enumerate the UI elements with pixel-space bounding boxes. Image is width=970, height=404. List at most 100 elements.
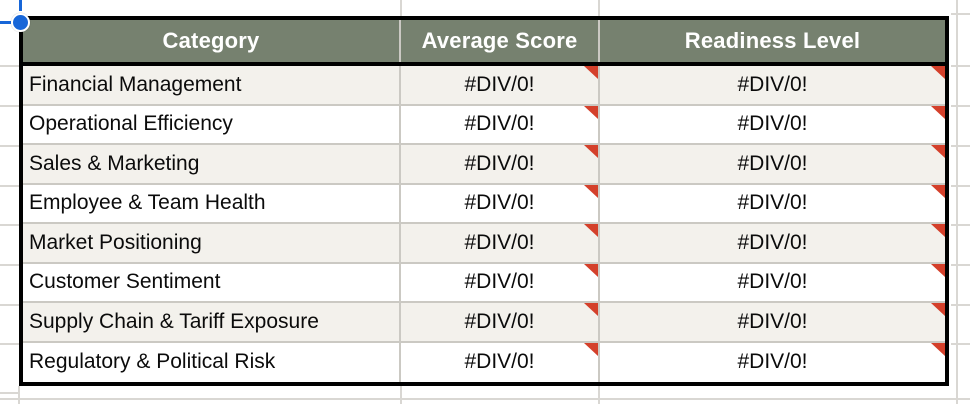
table-row: Market Positioning #DIV/0! #DIV/0! (23, 224, 945, 264)
gridline (0, 264, 19, 266)
average-score-cell[interactable]: #DIV/0! (401, 105, 600, 143)
table-row: Regulatory & Political Risk #DIV/0! #DIV… (23, 342, 945, 383)
readiness-level-value: #DIV/0! (737, 309, 808, 333)
readiness-level-cell[interactable]: #DIV/0! (600, 184, 945, 223)
gridline (951, 13, 970, 15)
category-label: Employee & Team Health (29, 191, 266, 215)
selection-anchor-line-vertical (19, 0, 22, 11)
gridline (400, 386, 402, 404)
error-corner-triangle-icon (584, 303, 598, 316)
average-score-value: #DIV/0! (464, 230, 535, 254)
category-label: Sales & Marketing (29, 151, 200, 175)
gridline (0, 398, 970, 400)
readiness-level-value: #DIV/0! (737, 72, 808, 96)
gridline (400, 0, 402, 16)
average-score-cell[interactable]: #DIV/0! (401, 342, 600, 382)
gridline (0, 392, 19, 394)
readiness-level-value: #DIV/0! (737, 191, 808, 215)
category-cell[interactable]: Regulatory & Political Risk (23, 342, 401, 382)
readiness-level-cell[interactable]: #DIV/0! (600, 303, 945, 341)
category-cell[interactable]: Supply Chain & Tariff Exposure (23, 303, 401, 341)
readiness-level-cell[interactable]: #DIV/0! (600, 145, 945, 183)
gridline (951, 304, 970, 306)
average-score-cell[interactable]: #DIV/0! (401, 263, 600, 301)
error-corner-triangle-icon (931, 145, 945, 158)
table-row: Operational Efficiency #DIV/0! #DIV/0! (23, 105, 945, 145)
average-score-value: #DIV/0! (464, 270, 535, 294)
category-label: Customer Sentiment (29, 270, 221, 294)
category-cell[interactable]: Sales & Marketing (23, 145, 401, 183)
average-score-cell[interactable]: #DIV/0! (401, 145, 600, 183)
error-corner-triangle-icon (931, 105, 945, 119)
error-corner-triangle-icon (584, 184, 598, 198)
readiness-level-value: #DIV/0! (737, 350, 808, 374)
gridline (951, 264, 970, 266)
selection-handle-dot[interactable] (11, 13, 30, 32)
error-corner-triangle-icon (584, 105, 598, 119)
table-header-row: Category Average Score Readiness Level (23, 20, 945, 66)
gridline (0, 145, 19, 147)
average-score-cell[interactable]: #DIV/0! (401, 224, 600, 262)
error-corner-triangle-icon (584, 145, 598, 158)
readiness-level-cell[interactable]: #DIV/0! (600, 224, 945, 262)
gridline (0, 343, 19, 345)
average-score-cell[interactable]: #DIV/0! (401, 66, 600, 104)
table-row: Employee & Team Health #DIV/0! #DIV/0! (23, 184, 945, 224)
readiness-level-value: #DIV/0! (737, 151, 808, 175)
error-corner-triangle-icon (584, 263, 598, 277)
gridline (951, 65, 970, 67)
gridline (0, 65, 19, 67)
gridline (956, 0, 958, 404)
category-cell[interactable]: Market Positioning (23, 224, 401, 262)
gridline (951, 185, 970, 187)
gridline (598, 0, 600, 16)
table-body: Financial Management #DIV/0! #DIV/0! Ope… (23, 66, 945, 382)
average-score-value: #DIV/0! (464, 309, 535, 333)
category-label: Regulatory & Political Risk (29, 350, 276, 374)
average-score-value: #DIV/0! (464, 112, 535, 136)
gridline (598, 386, 600, 404)
gridline (0, 224, 19, 226)
average-score-value: #DIV/0! (464, 191, 535, 215)
gridline (18, 386, 20, 404)
gridline (0, 304, 19, 306)
average-score-cell[interactable]: #DIV/0! (401, 303, 600, 341)
average-score-value: #DIV/0! (464, 350, 535, 374)
category-cell[interactable]: Financial Management (23, 66, 401, 104)
readiness-level-cell[interactable]: #DIV/0! (600, 105, 945, 144)
readiness-level-cell[interactable]: #DIV/0! (600, 342, 945, 383)
readiness-level-cell[interactable]: #DIV/0! (600, 66, 945, 104)
readiness-level-cell[interactable]: #DIV/0! (600, 263, 945, 302)
error-corner-triangle-icon (584, 342, 598, 356)
gridline (951, 145, 970, 147)
table-row: Supply Chain & Tariff Exposure #DIV/0! #… (23, 303, 945, 343)
category-cell[interactable]: Operational Efficiency (23, 105, 401, 143)
gridline (951, 105, 970, 107)
gridline (951, 343, 970, 345)
error-corner-triangle-icon (931, 66, 945, 79)
header-cell-average-score[interactable]: Average Score (401, 20, 600, 62)
table-row: Financial Management #DIV/0! #DIV/0! (23, 66, 945, 106)
readiness-summary-table[interactable]: Category Average Score Readiness Level F… (19, 16, 949, 386)
category-label: Operational Efficiency (29, 112, 233, 136)
gridline (951, 224, 970, 226)
readiness-level-value: #DIV/0! (737, 270, 808, 294)
average-score-cell[interactable]: #DIV/0! (401, 184, 600, 222)
gridline (0, 105, 19, 107)
category-cell[interactable]: Customer Sentiment (23, 263, 401, 301)
error-corner-triangle-icon (931, 342, 945, 356)
table-row: Customer Sentiment #DIV/0! #DIV/0! (23, 263, 945, 303)
readiness-level-value: #DIV/0! (737, 112, 808, 136)
average-score-value: #DIV/0! (464, 72, 535, 96)
table-row: Sales & Marketing #DIV/0! #DIV/0! (23, 145, 945, 185)
category-label: Market Positioning (29, 230, 202, 254)
header-cell-readiness-level[interactable]: Readiness Level (684, 28, 861, 53)
selection-anchor-line-horizontal (0, 21, 11, 24)
header-cell-category[interactable]: Category (23, 20, 401, 62)
category-cell[interactable]: Employee & Team Health (23, 184, 401, 222)
average-score-value: #DIV/0! (464, 151, 535, 175)
readiness-level-value: #DIV/0! (737, 230, 808, 254)
error-corner-triangle-icon (584, 224, 598, 237)
error-corner-triangle-icon (931, 224, 945, 237)
